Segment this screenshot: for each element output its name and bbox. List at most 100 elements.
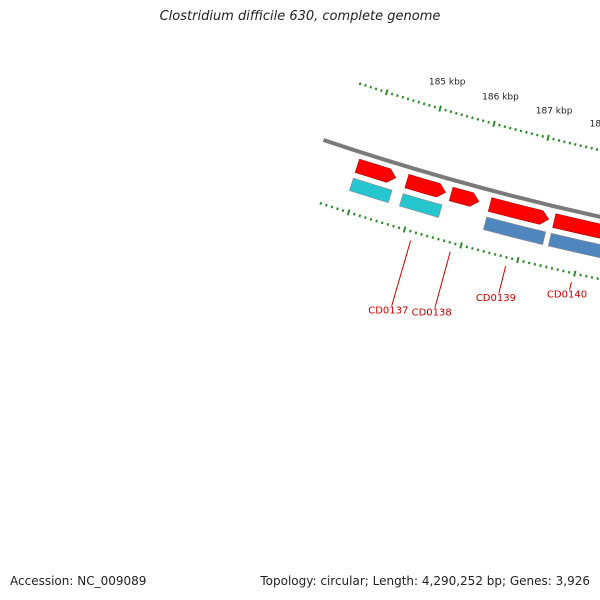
inner-tick [590,146,593,150]
inner-tick [444,108,447,112]
outer-tick [522,260,525,263]
inner-tick [465,114,469,118]
inner-tick [364,83,367,87]
inner-tick [412,99,415,103]
outer-tick [330,205,334,209]
outer-tick [375,219,378,223]
inner-tick [525,130,528,134]
outer-tick [380,221,384,225]
outer-tick [556,268,559,272]
genome-backbone [322,138,600,219]
outer-tick [358,214,362,218]
outer-tick [482,249,485,253]
gene-label: CD0138 [412,307,452,318]
outer-tick [465,245,469,249]
inner-tick [476,117,480,121]
inner-tick [396,94,399,98]
inner-tick [530,132,534,136]
kbp-label: 185 kbp [429,78,466,88]
outer-tick [409,229,412,233]
topology-label: Topology: circular; Length: 4,290,252 bp… [260,574,590,588]
inner-tick [428,103,431,107]
outer-tick [392,224,395,228]
outer-tick [527,261,531,265]
inner-tick [568,141,572,145]
inner-tick [579,144,582,148]
inner-tick [541,134,544,138]
gene-leader-line [569,281,572,291]
inner-tick [508,126,512,130]
cds-arrow [552,213,600,239]
inner-tick [584,145,588,149]
inner-tick [519,129,523,133]
outer-tick [346,209,351,216]
inner-tick [380,89,383,93]
outer-tick [369,217,373,221]
outer-tick [420,232,423,236]
outer-tick [431,236,435,240]
inner-tick [449,110,453,114]
inner-tick [492,120,496,127]
inner-tick [422,102,426,106]
inner-tick [557,139,561,142]
inner-tick [498,123,501,127]
cds-bar [547,232,600,259]
inner-tick [563,140,566,144]
outer-tick [341,209,345,213]
cds-arrow [487,197,550,225]
outer-tick [454,242,457,246]
inner-tick [481,119,485,123]
gene-leader-line [498,266,507,294]
outer-tick [533,262,537,266]
outer-tick [539,264,542,268]
outer-tick [562,269,565,273]
outer-tick [499,254,503,258]
outer-tick [567,270,571,274]
cds-arrow [448,186,480,207]
gene-label: CD0140 [547,290,587,301]
inner-tick [503,125,507,129]
inner-tick [384,89,389,96]
inner-tick [536,133,539,137]
outer-tick [352,212,356,216]
inner-tick [433,105,437,109]
outer-tick [336,207,339,211]
inner-tick [514,128,517,131]
inner-tick [438,105,442,112]
inner-tick [487,120,490,124]
inner-tick [374,87,378,91]
outer-tick [448,240,452,244]
outer-tick [386,223,390,226]
gene-leader-line [434,251,451,308]
outer-tick [488,251,491,255]
outer-tick [459,242,463,249]
cds-bar [349,177,393,204]
inner-tick [358,82,362,86]
outer-tick [324,203,328,207]
outer-tick [550,266,554,270]
inner-tick [417,100,421,104]
kbp-label: 186 kbp [482,93,519,103]
outer-tick [414,231,418,235]
outer-tick [493,252,497,256]
outer-tick [596,277,599,281]
inner-tick [460,113,463,117]
outer-tick [319,201,323,205]
outer-tick [545,265,548,269]
inner-tick [455,111,458,115]
inner-tick [546,134,550,141]
outer-tick [590,275,594,279]
outer-tick [573,270,577,277]
inner-tick [401,95,405,99]
outer-tick [585,274,588,278]
cds-bar [399,193,443,218]
outer-tick [471,246,474,250]
kbp-label: 188 kbp [590,119,600,129]
gene-label: CD0137 [368,305,408,316]
outer-tick [437,237,440,241]
outer-tick [510,257,514,261]
map-title: Clostridium difficile 630, complete geno… [159,9,441,24]
inner-tick [390,92,394,96]
accession-label: Accession: NC_009089 [10,574,147,588]
inner-tick [406,97,410,101]
